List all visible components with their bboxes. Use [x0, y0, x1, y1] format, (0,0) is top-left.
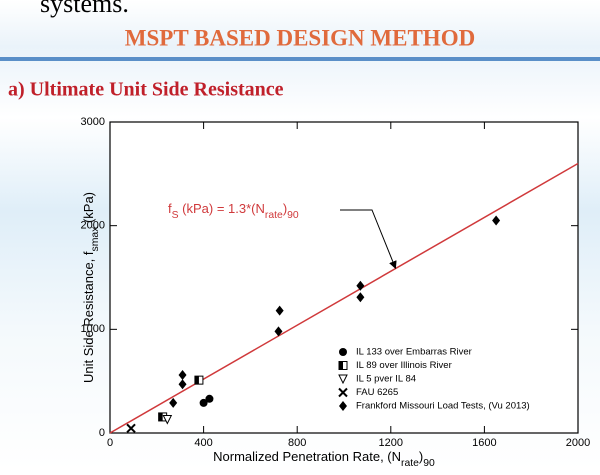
annotation: fS (kPa) = 1.3*(Nrate)90	[168, 201, 299, 221]
slide-title: MSPT BASED DESIGN METHOD	[125, 25, 475, 50]
legend-marker	[339, 401, 347, 411]
marker	[338, 387, 348, 398]
marker	[205, 394, 214, 403]
marker	[492, 215, 501, 226]
annotation-arrow	[340, 209, 397, 270]
y-tick-label: 2000	[81, 220, 105, 232]
legend-label: IL 133 over Embarras River	[356, 347, 472, 358]
x-tick-label: 2000	[566, 437, 590, 449]
annotation-part: rate	[265, 210, 283, 221]
point	[205, 394, 214, 403]
point	[275, 305, 284, 316]
marker	[356, 280, 365, 291]
section-title: a) Ultimate Unit Side Resistance	[8, 79, 284, 101]
legend-label: Frankford Missouri Load Tests, (Vu 2013)	[356, 401, 530, 412]
top-text: systems.	[40, 0, 129, 18]
legend-label: FAU 6265	[356, 387, 398, 398]
marker	[339, 348, 347, 356]
x-tick-label: 800	[288, 437, 306, 449]
x-tick-label: 1200	[379, 437, 403, 449]
x-axis-label-part: 90	[423, 458, 435, 469]
x-axis-label: Normalized Penetration Rate, (Nrate)90	[213, 449, 435, 469]
marker	[194, 376, 199, 385]
point	[178, 379, 187, 390]
point	[162, 415, 173, 425]
legend-marker	[338, 374, 348, 385]
y-axis-label: Unit Side Resistance, fsmax (kPa)	[81, 192, 101, 383]
marker	[169, 397, 178, 408]
marker	[178, 379, 187, 390]
x-axis-label-part: )	[419, 449, 423, 464]
annotation-part: 90	[287, 210, 299, 221]
point	[492, 215, 501, 226]
annotation-part: )	[283, 201, 287, 216]
annotation-part: (kPa) = 1.3*(N	[179, 201, 265, 216]
fit-line	[109, 162, 579, 434]
y-axis-label-part: smax	[90, 226, 101, 252]
point	[356, 292, 365, 303]
y-tick-label: 1000	[81, 323, 105, 335]
legend-label: IL 89 over Illinois River	[356, 360, 452, 371]
x-tick-label: 1600	[472, 437, 496, 449]
legend-marker	[339, 348, 347, 356]
marker	[275, 305, 284, 316]
point	[194, 375, 204, 385]
point	[199, 398, 208, 407]
marker	[199, 398, 208, 407]
marker	[356, 292, 365, 303]
x-tick-label: 400	[194, 437, 212, 449]
annotation-part: f	[168, 201, 172, 216]
x-axis-label-part: rate	[401, 458, 419, 469]
x-tick-label: 0	[107, 437, 113, 449]
marker	[126, 423, 136, 434]
annotation-part: S	[172, 210, 179, 221]
marker	[339, 401, 347, 411]
y-axis-label-part: Unit Side Resistance, f	[81, 251, 96, 383]
point	[126, 423, 136, 434]
marker	[339, 361, 343, 370]
y-tick-label: 0	[99, 427, 105, 439]
y-tick-label: 3000	[81, 116, 105, 128]
marker	[178, 369, 187, 380]
point	[356, 280, 365, 291]
point	[169, 397, 178, 408]
chart: 0 400 800 1200 1600 2000 0 1000 2000 3000 Normaliz…	[81, 116, 591, 469]
marker	[338, 374, 348, 385]
x-axis-label-part: Normalized Penetration Rate, (N	[213, 449, 401, 464]
point	[274, 326, 283, 337]
marker	[274, 326, 283, 337]
marker	[162, 415, 173, 425]
legend-label: IL 5 pver IL 84	[356, 374, 416, 385]
marker	[158, 412, 163, 421]
point	[178, 369, 187, 380]
legend-marker	[338, 361, 348, 370]
legend-marker	[338, 387, 348, 398]
title-rule	[0, 57, 600, 61]
y-axis-label-part: (kPa)	[81, 192, 96, 227]
